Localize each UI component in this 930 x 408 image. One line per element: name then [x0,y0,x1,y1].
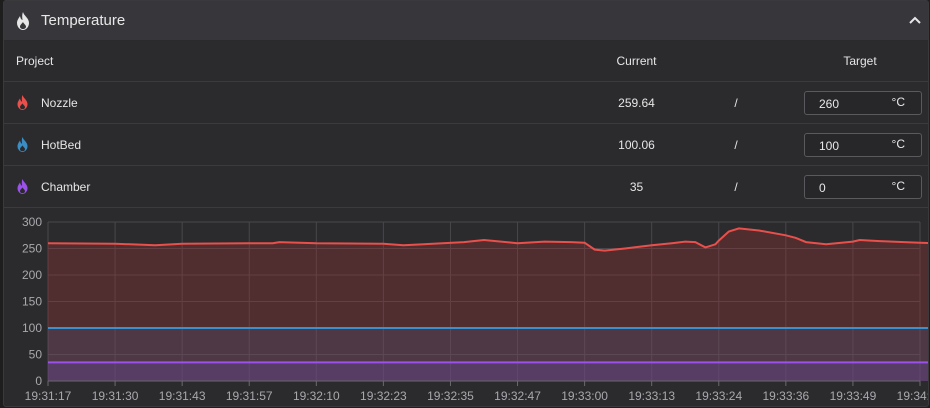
target-input-hotbed[interactable] [805,133,885,156]
unit-label-hotbed: °C [891,136,905,151]
unit-label-nozzle: °C [891,94,905,109]
row-label-hotbed: HotBed [41,137,82,152]
x-tick-label: 19:32:23 [360,389,407,403]
x-tick-label: 19:33:24 [695,389,742,403]
separator-nozzle: / [734,95,738,110]
table-row-hotbed: HotBed 100.06 / °C [4,124,928,166]
column-header-current: Current [616,54,657,68]
current-value-nozzle: 259.64 [618,95,655,110]
table-row-chamber: Chamber 35 / °C [4,166,928,208]
chevron-up-icon[interactable] [908,13,922,27]
panel-title: Temperature [41,12,126,29]
series-line-nozzle [47,227,928,252]
x-tick-label: 19:31:43 [159,389,206,403]
y-tick-label: 250 [22,242,42,256]
row-label-chamber: Chamber [41,179,91,194]
x-tick-label: 19:33:00 [561,389,608,403]
target-box-nozzle: °C [804,90,922,115]
y-tick-label: 100 [22,321,42,335]
x-tick-label: 19:32:10 [293,389,340,403]
x-tick-label: 19:31:57 [226,389,273,403]
nozzle-flame-icon [17,95,28,110]
row-label-nozzle: Nozzle [41,95,78,110]
target-input-nozzle[interactable] [805,91,885,114]
x-tick-label: 19:32:35 [427,389,474,403]
y-tick-label: 300 [22,215,42,229]
x-tick-label: 19:32:47 [494,389,541,403]
panel-header[interactable]: Temperature [4,1,928,41]
y-tick-label: 200 [22,268,42,282]
current-value-hotbed: 100.06 [618,137,655,152]
separator-chamber: / [734,179,738,194]
y-tick-label: 50 [29,348,43,362]
current-value-chamber: 35 [629,179,644,194]
x-tick-label: 19:31:30 [92,389,139,403]
target-box-hotbed: °C [804,132,922,157]
separator-hotbed: / [734,137,738,152]
target-input-chamber[interactable] [805,175,885,198]
x-tick-label: 19:33:13 [628,389,675,403]
table-row-nozzle: Nozzle 259.64 / °C [4,82,928,124]
target-box-chamber: °C [804,174,922,199]
flame-icon [17,12,29,30]
series-area-chamber [48,362,928,381]
temperature-panel: Temperature Project Current Target Nozzl… [3,0,929,407]
series-area-hotbed [48,328,928,381]
x-tick-label: 19:31:17 [25,389,72,403]
column-header-project: Project [16,54,54,68]
chamber-flame-icon [17,179,28,194]
x-tick-label: 19:33:36 [762,389,809,403]
column-header-target: Target [843,54,877,68]
x-tick-label: 19:33:49 [830,389,877,403]
series-area-nozzle [48,228,928,381]
hotbed-flame-icon [17,137,28,152]
table-header-row: Project Current Target [4,41,928,82]
unit-label-chamber: °C [891,178,905,193]
x-tick-label: 19:34:00 [897,389,929,403]
y-tick-label: 150 [22,295,42,309]
temperature-chart: 0 50 100 150 200 250 300 19:31:17 19:31:30 19:31:… [22,215,929,403]
y-tick-label: 0 [35,374,42,388]
